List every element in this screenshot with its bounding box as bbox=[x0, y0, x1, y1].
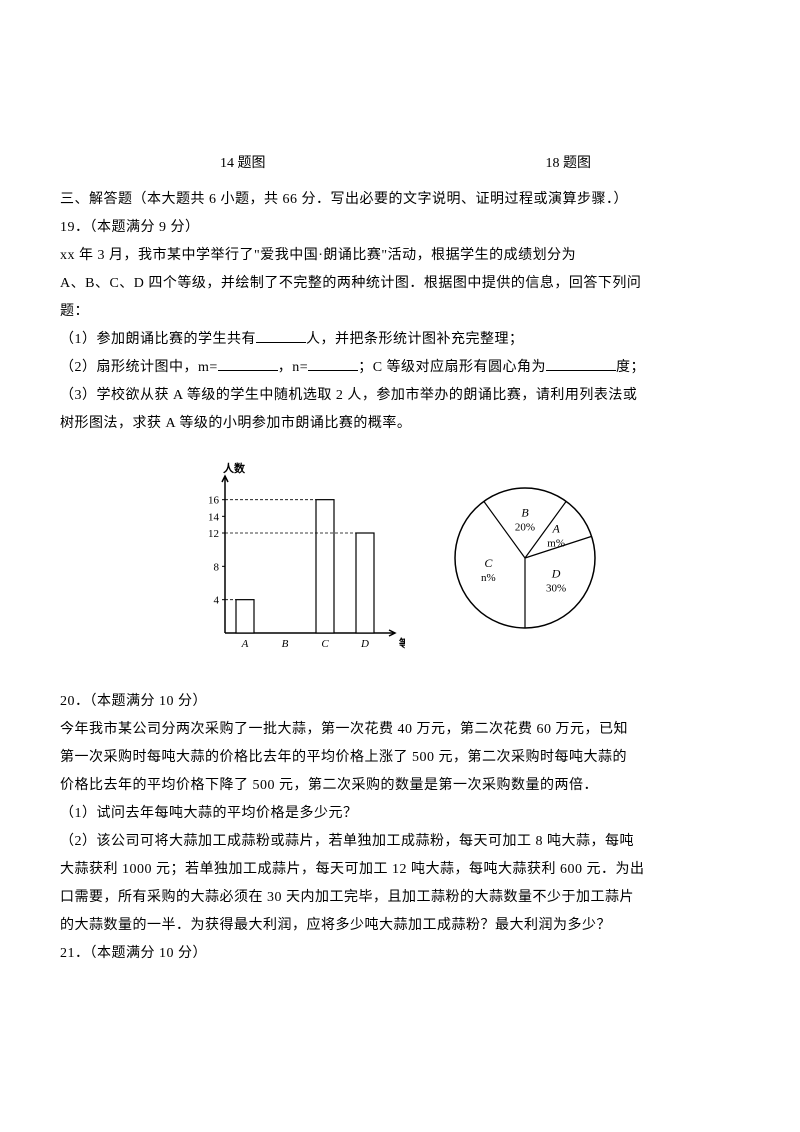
svg-text:A: A bbox=[551, 521, 560, 535]
figure-14-label: 14 题图 bbox=[220, 150, 266, 178]
svg-text:4: 4 bbox=[214, 595, 220, 607]
q20-line1: 今年我市某公司分两次采购了一批大蒜，第一次花费 40 万元，第二次花费 60 万… bbox=[60, 716, 740, 744]
q20-line2: 第一次采购时每吨大蒜的价格比去年的平均价格上涨了 500 元，第二次采购时每吨大… bbox=[60, 744, 740, 772]
q19-sub3b: 树形图法，求获 A 等级的小明参加市朗诵比赛的概率。 bbox=[60, 410, 740, 438]
q19-sub2: （2）扇形统计图中，m=，n=；C 等级对应扇形有圆心角为度； bbox=[60, 354, 740, 382]
svg-text:C: C bbox=[484, 556, 493, 570]
blank-students bbox=[256, 327, 306, 343]
svg-text:D: D bbox=[551, 567, 561, 581]
q19-line2: A、B、C、D 四个等级，并绘制了不完整的两种统计图．根据图中提供的信息，回答下… bbox=[60, 270, 740, 298]
svg-text:C: C bbox=[321, 638, 329, 650]
svg-text:14: 14 bbox=[208, 511, 220, 523]
q20-sub2a: （2）该公司可将大蒜加工成蒜粉或蒜片，若单独加工成蒜粉，每天可加工 8 吨大蒜，… bbox=[60, 828, 740, 856]
q20-sub1: （1）试问去年每吨大蒜的平均价格是多少元？ bbox=[60, 800, 740, 828]
q20-header: 20．（本题满分 10 分） bbox=[60, 688, 740, 716]
blank-angle bbox=[546, 355, 616, 371]
figure-18-label: 18 题图 bbox=[546, 150, 592, 178]
svg-text:n%: n% bbox=[481, 572, 496, 584]
q20-sub2c: 口需要，所有采购的大蒜必须在 30 天内加工完毕，且加工蒜粉的大蒜数量不少于加工… bbox=[60, 884, 740, 912]
svg-text:20%: 20% bbox=[515, 522, 535, 534]
svg-text:等级: 等级 bbox=[398, 636, 405, 650]
svg-text:16: 16 bbox=[208, 495, 220, 507]
svg-text:m%: m% bbox=[547, 537, 565, 549]
svg-text:D: D bbox=[360, 638, 369, 650]
q20-sub2d: 的大蒜数量的一半．为获得最大利润，应将多少吨大蒜加工成蒜粉？最大利润为多少？ bbox=[60, 912, 740, 940]
q20-line3: 价格比去年的平均价格下降了 500 元，第二次采购的数量是第一次采购数量的两倍． bbox=[60, 772, 740, 800]
blank-n bbox=[308, 355, 358, 371]
q19-sub3a: （3）学校欲从获 A 等级的学生中随机选取 2 人，参加市举办的朗诵比赛，请利用… bbox=[60, 382, 740, 410]
q20-sub2b: 大蒜获利 1000 元；若单独加工成蒜片，每天可加工 12 吨大蒜，每吨大蒜获利… bbox=[60, 856, 740, 884]
svg-text:B: B bbox=[282, 638, 289, 650]
q19-line3: 题： bbox=[60, 298, 740, 326]
svg-text:A: A bbox=[241, 638, 249, 650]
q19-sub1: （1）参加朗诵比赛的学生共有人，并把条形统计图补充完整理； bbox=[60, 326, 740, 354]
svg-text:8: 8 bbox=[214, 561, 220, 573]
svg-text:B: B bbox=[521, 506, 529, 520]
pie-chart: Cn% B 20% Am% D 30% bbox=[435, 468, 615, 648]
q19-header: 19．（本题满分 9 分） bbox=[60, 214, 740, 242]
svg-text:30%: 30% bbox=[546, 583, 566, 595]
q19-line1: xx 年 3 月，我市某中学举行了"爱我中国·朗诵比赛"活动，根据学生的成绩划分… bbox=[60, 242, 740, 270]
svg-text:人数: 人数 bbox=[223, 461, 246, 475]
svg-text:12: 12 bbox=[208, 528, 219, 540]
q21-header: 21．（本题满分 10 分） bbox=[60, 940, 740, 968]
blank-m bbox=[218, 355, 278, 371]
section-3-header: 三、解答题（本大题共 6 小题，共 66 分．写出必要的文字说明、证明过程或演算… bbox=[60, 186, 740, 214]
bar-chart: 人数 4 8 12 14 16 A B C D 等级 bbox=[185, 458, 405, 658]
